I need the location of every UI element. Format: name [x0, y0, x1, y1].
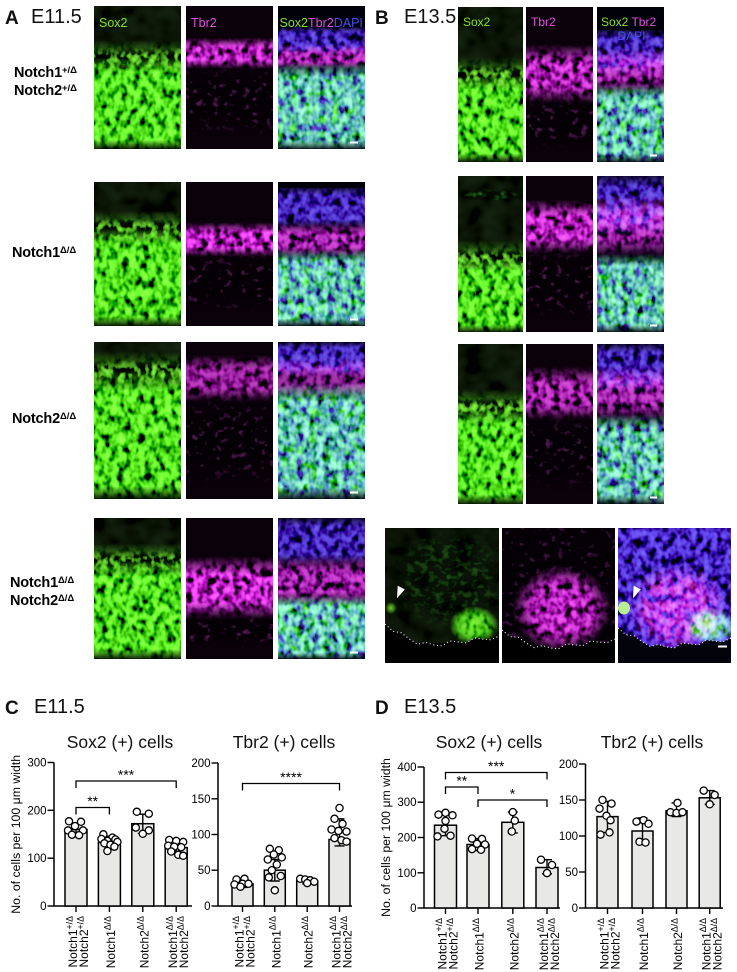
svg-text:Sox2: Sox2 [99, 16, 128, 30]
svg-text:Tbr2: Tbr2 [191, 16, 217, 30]
svg-text:DAPI: DAPI [617, 29, 645, 43]
svg-text:Tbr2 (+) cells: Tbr2 (+) cells [601, 732, 704, 752]
svg-text:Notch1Δ/Δ: Notch1Δ/Δ [471, 918, 487, 970]
svg-text:Notch2Δ/Δ: Notch2Δ/Δ [546, 918, 562, 970]
svg-text:300: 300 [27, 758, 46, 770]
svg-text:Notch2Δ/Δ: Notch2Δ/Δ [136, 916, 152, 968]
svg-text:100: 100 [559, 831, 578, 843]
svg-text:100: 100 [397, 868, 416, 880]
svg-text:Sox2 (+) cells: Sox2 (+) cells [436, 732, 543, 752]
svg-text:150: 150 [559, 795, 578, 807]
svg-text:0: 0 [410, 903, 416, 915]
svg-text:Notch2Δ/Δ: Notch2Δ/Δ [300, 916, 316, 968]
svg-text:0: 0 [572, 903, 578, 915]
svg-text:Notch2+/Δ: Notch2+/Δ [75, 916, 91, 968]
svg-text:*: * [510, 786, 516, 802]
svg-text:No. of cells per 100 μm width: No. of cells per 100 μm width [9, 755, 23, 914]
svg-text:****: **** [280, 769, 302, 785]
svg-text:Tbr2 (+) cells: Tbr2 (+) cells [233, 732, 336, 752]
svg-text:0: 0 [204, 901, 210, 913]
svg-text:Sox2Tbr2DAPI: Sox2Tbr2DAPI [280, 16, 363, 30]
svg-text:50: 50 [565, 867, 578, 879]
svg-text:Notch1Δ/Δ: Notch1Δ/Δ [268, 916, 284, 968]
svg-text:Notch2+/Δ: Notch2+/Δ [445, 918, 461, 970]
svg-text:0: 0 [40, 901, 46, 913]
svg-text:**: ** [87, 793, 98, 809]
svg-text:Notch2Δ/Δ: Notch2Δ/Δ [709, 918, 725, 970]
svg-text:Tbr2: Tbr2 [531, 15, 556, 29]
svg-text:Notch1Δ/Δ: Notch1Δ/Δ [635, 918, 651, 970]
svg-text:No. of cells per 100 μm width: No. of cells per 100 μm width [379, 758, 393, 917]
svg-text:150: 150 [191, 794, 210, 806]
svg-text:Notch1Δ/Δ: Notch1Δ/Δ [102, 916, 118, 968]
svg-text:Notch2Δ/Δ: Notch2Δ/Δ [506, 918, 522, 970]
svg-text:Notch2Δ/Δ: Notch2Δ/Δ [669, 918, 685, 970]
svg-text:50: 50 [198, 865, 211, 877]
svg-text:***: *** [488, 758, 505, 774]
svg-text:Sox2: Sox2 [463, 15, 491, 29]
svg-text:***: *** [118, 767, 135, 783]
svg-text:200: 200 [559, 759, 578, 771]
svg-text:100: 100 [191, 830, 210, 842]
svg-text:Notch2Δ/Δ: Notch2Δ/Δ [176, 916, 192, 968]
svg-text:**: ** [456, 773, 467, 789]
svg-text:Notch2+/Δ: Notch2+/Δ [242, 916, 258, 968]
svg-text:200: 200 [27, 805, 46, 817]
svg-text:300: 300 [397, 797, 416, 809]
svg-text:Sox2 Tbr2: Sox2 Tbr2 [601, 15, 656, 29]
svg-text:Notch2Δ/Δ: Notch2Δ/Δ [339, 916, 355, 968]
svg-text:Notch2+/Δ: Notch2+/Δ [607, 918, 623, 970]
svg-text:Sox2 (+) cells: Sox2 (+) cells [67, 732, 174, 752]
svg-text:200: 200 [397, 833, 416, 845]
svg-text:200: 200 [191, 758, 210, 770]
svg-text:400: 400 [397, 762, 416, 774]
svg-text:100: 100 [27, 853, 46, 865]
